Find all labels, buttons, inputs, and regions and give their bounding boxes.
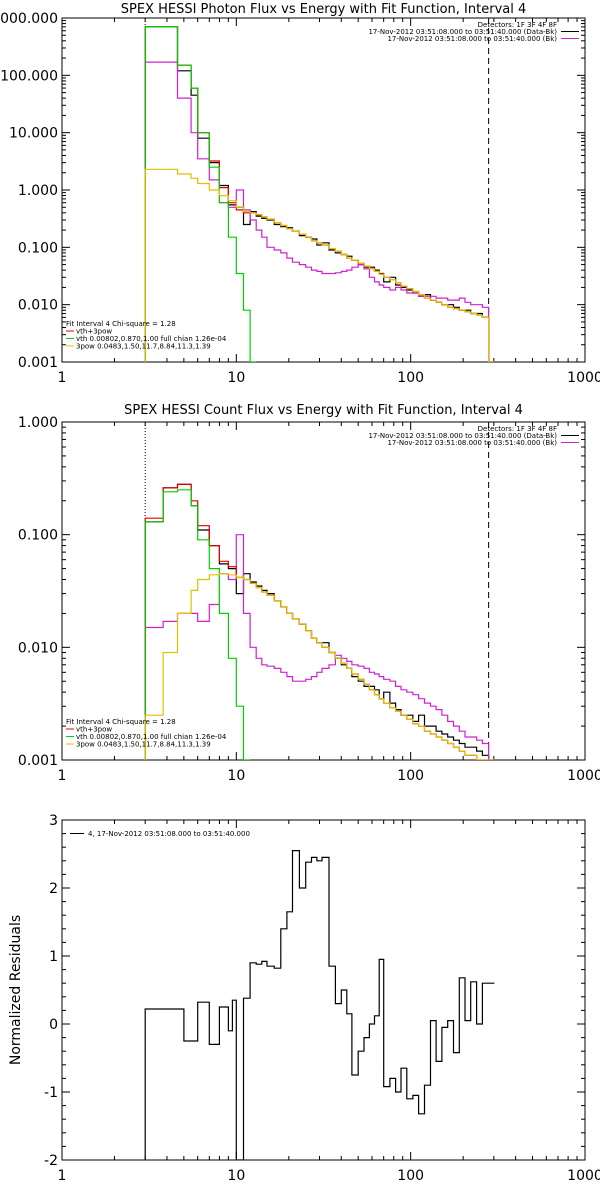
y-tick-label: 0.001 bbox=[18, 355, 58, 371]
y-tick-label: 100.000 bbox=[0, 68, 58, 84]
y-tick-label: 1 bbox=[49, 949, 58, 965]
x-tick-label: 1 bbox=[58, 1168, 67, 1184]
y-tick-label: 0.100 bbox=[18, 240, 58, 256]
y-tick-label: 2 bbox=[49, 881, 58, 897]
x-tick-label: 10 bbox=[227, 1168, 245, 1184]
legend-top-right-text: 17-Nov-2012 03:51:08.000 to 03:51:40.000… bbox=[387, 35, 557, 43]
y-tick-label: 10.000 bbox=[9, 126, 58, 142]
legend-top-right-text: 17-Nov-2012 03:51:08.000 to 03:51:40.000… bbox=[368, 432, 557, 440]
chart-title: SPEX HESSI Count Flux vs Energy with Fit… bbox=[124, 403, 523, 418]
legend-top-left-text: 4, 17-Nov-2012 03:51:08.000 to 03:51:40.… bbox=[88, 830, 250, 838]
y-tick-label: 1000.000 bbox=[0, 11, 58, 27]
legend-bottom-left-text: vth 0.00802,0.870,1.00 full chian 1.26e-… bbox=[76, 335, 227, 343]
x-tick-label: 1000 bbox=[567, 768, 600, 784]
y-tick-label: 1.000 bbox=[18, 183, 58, 199]
legend-top-right-text: Detectors: 1F 3F 4F 8F bbox=[478, 425, 557, 433]
series-line-data-bk bbox=[144, 26, 495, 362]
plot-frame bbox=[61, 819, 586, 1161]
plot-frame bbox=[61, 421, 586, 761]
x-tick-label: 100 bbox=[397, 370, 424, 386]
y-tick-label: -1 bbox=[44, 1085, 58, 1101]
x-tick-label: 100 bbox=[397, 768, 424, 784]
series-line-vth-3pow bbox=[144, 26, 495, 362]
legend-bottom-left-text: vth+3pow bbox=[76, 328, 112, 336]
plot-frame bbox=[61, 17, 586, 363]
x-tick-label: 100 bbox=[397, 1168, 424, 1184]
legend-top-right-text: 17-Nov-2012 03:51:08.000 to 03:51:40.000… bbox=[387, 439, 557, 447]
y-tick-label: 0.010 bbox=[18, 640, 58, 656]
x-tick-label: 1 bbox=[58, 768, 67, 784]
series-line-bk bbox=[144, 534, 495, 760]
y-tick-label: 0.001 bbox=[18, 753, 58, 769]
legend-bottom-left-text: 3pow 0.0483,1.50,11.7,8.84,11.3,1.39 bbox=[76, 343, 211, 351]
x-tick-label: 1000 bbox=[567, 370, 600, 386]
y-tick-label: 0.100 bbox=[18, 528, 58, 544]
legend-bottom-left-text: Fit Interval 4 Chi-square = 1.28 bbox=[66, 718, 176, 726]
y-tick-label: 0 bbox=[49, 1017, 58, 1033]
y-tick-label: 0.010 bbox=[18, 298, 58, 314]
x-tick-label: 10 bbox=[227, 768, 245, 784]
panel-3: 1 10 100 1000 -2 -1 0 1 2 3 Normalized Residuals 4,… bbox=[8, 813, 600, 1184]
legend-bottom-left-text: Fit Interval 4 Chi-square = 1.28 bbox=[66, 320, 176, 328]
series-line-residuals bbox=[144, 850, 495, 1160]
series-line-3pow bbox=[144, 573, 495, 760]
legend-top-right-text: 17-Nov-2012 03:51:08.000 to 03:51:40.000… bbox=[368, 28, 557, 36]
y-axis-label: Normalized Residuals bbox=[8, 915, 24, 1065]
y-tick-label: 3 bbox=[49, 813, 58, 829]
x-tick-label: 1000 bbox=[567, 1168, 600, 1184]
panel-1: SPEX HESSI Photon Flux vs Energy with Fi… bbox=[0, 2, 600, 386]
series-line-vth bbox=[144, 26, 257, 362]
series-line-3pow bbox=[144, 168, 495, 362]
x-tick-label: 1 bbox=[58, 370, 67, 386]
legend-top-right-text: Detectors: 1F 3F 4F 8F bbox=[478, 21, 557, 29]
panel-2: SPEX HESSI Count Flux vs Energy with Fit… bbox=[18, 403, 600, 784]
x-tick-label: 10 bbox=[227, 370, 245, 386]
y-tick-label: 1.000 bbox=[18, 415, 58, 431]
chart-title: SPEX HESSI Photon Flux vs Energy with Fi… bbox=[121, 2, 527, 17]
y-tick-label: -2 bbox=[44, 1153, 58, 1169]
legend-bottom-left-text: vth+3pow bbox=[76, 726, 112, 734]
legend-bottom-left-text: 3pow 0.0483,1.50,11.7,8.84,11.3,1.39 bbox=[76, 741, 211, 749]
legend-bottom-left-text: vth 0.00802,0.870,1.00 full chian 1.26e-… bbox=[76, 733, 227, 741]
series-line-vth bbox=[144, 489, 251, 760]
